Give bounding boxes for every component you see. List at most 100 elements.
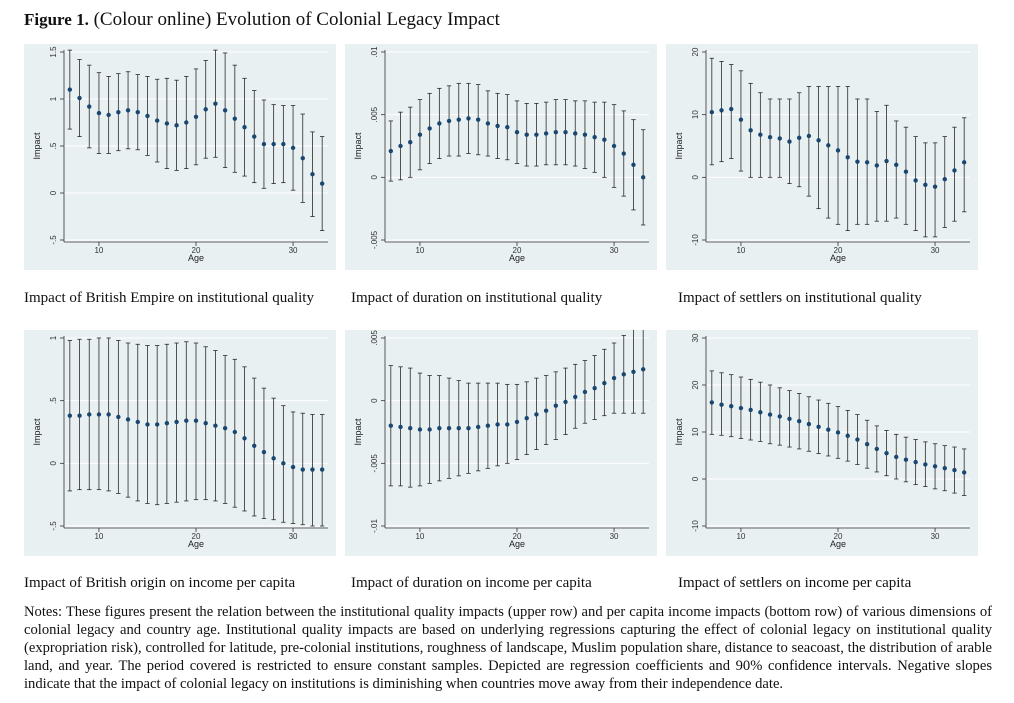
coefficient-point — [456, 426, 461, 431]
y-tick-label: 1 — [49, 96, 58, 101]
coefficient-point — [252, 134, 257, 139]
coefficient-point — [466, 116, 471, 121]
figure-label: Figure 1. — [24, 10, 89, 29]
coefficient-point — [87, 104, 92, 109]
coefficient-point — [116, 414, 121, 420]
coefficient-point — [495, 123, 500, 129]
coefficient-point — [738, 405, 744, 411]
coefficient-point — [787, 416, 792, 422]
x-tick-label: 20 — [192, 246, 201, 255]
coefficient-point — [913, 178, 918, 183]
coefficient-point — [884, 450, 889, 456]
coefficient-point — [758, 132, 763, 137]
coefficient-point — [961, 160, 967, 165]
coefficient-point — [87, 412, 92, 417]
coefficient-point — [806, 133, 812, 139]
coefficient-point — [67, 87, 73, 92]
coefficient-point — [281, 461, 286, 466]
coefficient-point — [748, 407, 753, 413]
coefficient-point — [213, 423, 218, 428]
coefficient-point — [816, 138, 821, 143]
coefficient-point — [184, 120, 189, 125]
x-tick-label: 30 — [289, 532, 298, 541]
coefficient-point — [903, 169, 909, 174]
coefficient-point — [864, 160, 870, 165]
coefficient-point — [310, 172, 315, 177]
coefficient-point — [398, 424, 403, 430]
coefficient-point — [826, 143, 831, 148]
coefficient-point — [271, 141, 276, 147]
coefficient-point — [543, 131, 549, 136]
coefficient-point — [252, 443, 257, 448]
coefficient-point — [932, 184, 938, 189]
coefficient-point — [582, 389, 588, 395]
coefficient-point — [514, 130, 520, 135]
coefficient-point — [563, 399, 568, 405]
coefficient-point — [719, 402, 724, 407]
coefficient-point — [475, 424, 481, 430]
caption-duration-income: Impact of duration on income per capita — [351, 575, 592, 591]
coefficient-point — [232, 429, 238, 435]
y-tick-label: 10 — [691, 110, 700, 119]
chart-panel-1: -.5 0 .5 1 1.5 10 20 30 Age Impact — [24, 44, 336, 270]
coefficient-point — [835, 148, 841, 153]
chart-british-origin-income: -.5 0 .5 1 10 20 30 Age Impact — [32, 335, 328, 549]
coefficient-point — [174, 419, 179, 425]
y-tick-label: -.005 — [370, 230, 379, 249]
coefficient-point — [164, 121, 170, 126]
coefficient-point — [602, 380, 607, 386]
y-tick-label: 0 — [691, 476, 700, 481]
coefficient-point — [77, 95, 82, 101]
coefficient-point — [582, 132, 588, 137]
x-tick-label: 30 — [610, 532, 619, 541]
y-tick-label: 10 — [691, 427, 700, 436]
y-tick-label: 20 — [691, 380, 700, 389]
coefficient-point — [319, 467, 325, 472]
y-axis-label: Impact — [353, 418, 363, 446]
x-tick-label: 20 — [834, 246, 843, 255]
y-axis-label: Impact — [353, 132, 363, 160]
coefficient-point — [96, 412, 102, 417]
coefficient-point — [611, 143, 617, 149]
coefficient-point — [222, 108, 228, 113]
coefficient-point — [796, 418, 802, 424]
y-tick-label: -10 — [691, 234, 700, 246]
coefficient-point — [446, 118, 452, 124]
y-tick-label: .5 — [49, 397, 58, 404]
y-axis-label: Impact — [32, 418, 42, 446]
coefficient-point — [125, 417, 131, 422]
x-axis-label: Age — [188, 253, 204, 263]
x-tick-label: 20 — [513, 246, 522, 255]
coefficient-point — [106, 112, 111, 118]
coefficient-point — [845, 155, 850, 160]
y-tick-label: 0 — [370, 398, 379, 403]
coefficient-point — [758, 410, 763, 415]
coefficient-point — [719, 108, 724, 113]
coefficient-point — [952, 168, 957, 173]
y-tick-label: 30 — [691, 333, 700, 342]
figure-notes: Notes: These figures present the relatio… — [24, 604, 992, 692]
coefficient-point — [631, 162, 636, 167]
coefficient-point — [408, 426, 413, 431]
y-tick-label: -.5 — [49, 235, 58, 245]
coefficient-point — [495, 422, 500, 427]
coefficient-point — [125, 108, 131, 113]
caption-british-origin-income: Impact of British origin on income per c… — [24, 575, 296, 591]
y-tick-label: .01 — [370, 46, 379, 58]
y-tick-label: -10 — [691, 520, 700, 532]
coefficient-point — [573, 131, 578, 136]
coefficient-point — [709, 109, 715, 115]
coefficient-point — [96, 110, 102, 116]
y-axis-label: Impact — [674, 132, 684, 160]
coefficient-point — [116, 109, 121, 115]
x-tick-label: 20 — [834, 532, 843, 541]
figure-title-text: (Colour online) Evolution of Colonial Le… — [93, 9, 500, 30]
coefficient-point — [154, 118, 160, 123]
coefficient-point — [874, 446, 880, 452]
coefficient-point — [145, 113, 150, 119]
coefficient-point — [242, 436, 247, 441]
coefficient-point — [505, 125, 510, 130]
chart-panel-6: -10 0 10 20 30 10 20 30 Age Impact — [666, 330, 978, 556]
chart-panel-4: -.5 0 .5 1 10 20 30 Age Impact — [24, 330, 336, 556]
coefficient-point — [67, 413, 73, 418]
